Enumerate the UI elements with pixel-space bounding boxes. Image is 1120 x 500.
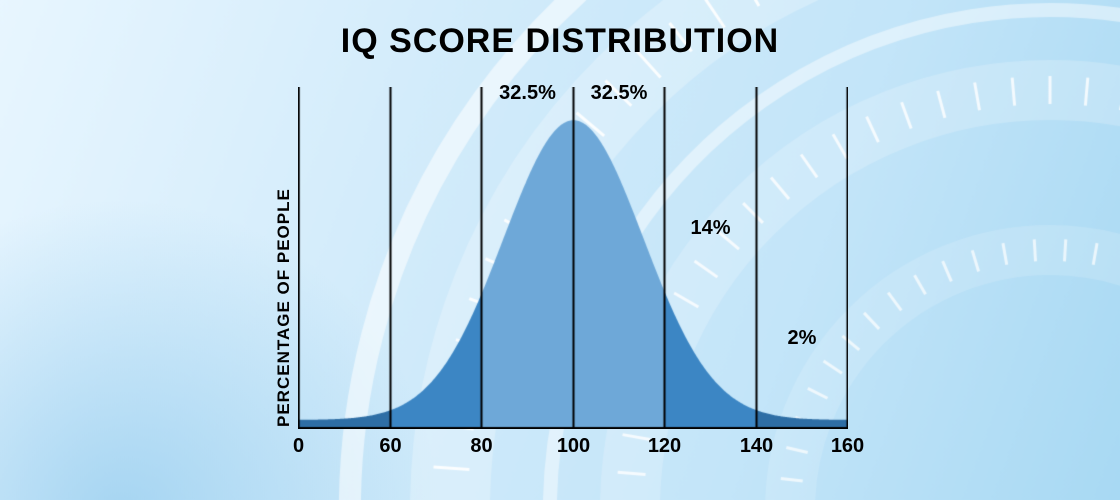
x-tick-label: 120 [648,435,681,458]
x-tick-label: 0 [293,435,304,458]
segment-percentage-label: 14% [690,217,730,240]
chart-title: IQ SCORE DISTRIBUTION [0,22,1120,61]
x-tick-label: 160 [831,435,864,458]
y-axis-label: PERCENTAGE OF PEOPLE [274,188,294,427]
bell-curve-chart [298,87,848,429]
segment-percentage-label: 32.5% [499,82,556,105]
x-tick-label: 100 [557,435,590,458]
x-tick-label: 60 [379,435,401,458]
segment-percentage-label: 32.5% [591,82,648,105]
x-tick-label: 140 [740,435,773,458]
x-tick-label: 80 [470,435,492,458]
segment-percentage-label: 2% [788,327,817,350]
